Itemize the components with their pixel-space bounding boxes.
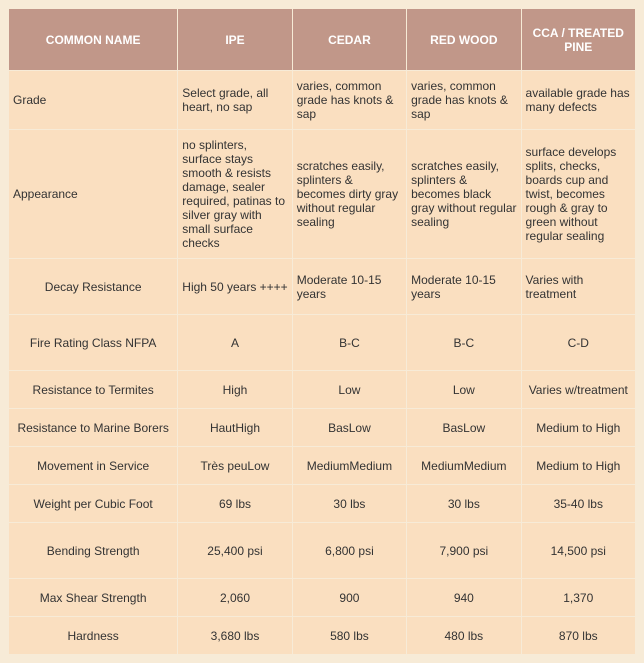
row-cell: Low: [292, 371, 406, 409]
row-cell: B-C: [292, 315, 406, 371]
col-header-redwood: RED WOOD: [407, 9, 521, 71]
row-label: Weight per Cubic Foot: [9, 485, 178, 523]
row-cell: 69 lbs: [178, 485, 292, 523]
table-row: Resistance to Marine BorersHautHighBasLo…: [9, 409, 636, 447]
row-cell: Varies w/treatment: [521, 371, 635, 409]
table-row: Bending Strength25,400 psi6,800 psi7,900…: [9, 523, 636, 579]
row-label: Fire Rating Class NFPA: [9, 315, 178, 371]
row-cell: Low: [407, 371, 521, 409]
row-cell: BasLow: [292, 409, 406, 447]
row-cell: available grade has many defects: [521, 71, 635, 130]
row-cell: varies, common grade has knots & sap: [407, 71, 521, 130]
table-row: Decay ResistanceHigh 50 years ++++Modera…: [9, 259, 636, 315]
row-cell: B-C: [407, 315, 521, 371]
row-cell: Moderate 10-15 years: [292, 259, 406, 315]
col-header-name: COMMON NAME: [9, 9, 178, 71]
col-header-cca: CCA / TREATED PINE: [521, 9, 635, 71]
table-row: Max Shear Strength2,0609009401,370: [9, 579, 636, 617]
row-label: Bending Strength: [9, 523, 178, 579]
comparison-table: COMMON NAME IPE CEDAR RED WOOD CCA / TRE…: [8, 8, 636, 655]
row-cell: 6,800 psi: [292, 523, 406, 579]
row-label: Decay Resistance: [9, 259, 178, 315]
row-label: Grade: [9, 71, 178, 130]
col-header-cedar: CEDAR: [292, 9, 406, 71]
row-cell: scratches easily, splinters & becomes di…: [292, 130, 406, 259]
row-cell: no splinters, surface stays smooth & res…: [178, 130, 292, 259]
row-label: Movement in Service: [9, 447, 178, 485]
table-body: GradeSelect grade, all heart, no sapvari…: [9, 71, 636, 655]
row-cell: 35-40 lbs: [521, 485, 635, 523]
row-cell: 480 lbs: [407, 617, 521, 655]
row-cell: 7,900 psi: [407, 523, 521, 579]
row-cell: BasLow: [407, 409, 521, 447]
row-cell: varies, common grade has knots & sap: [292, 71, 406, 130]
row-label: Resistance to Termites: [9, 371, 178, 409]
row-cell: 30 lbs: [407, 485, 521, 523]
row-cell: surface develops splits, checks, boards …: [521, 130, 635, 259]
table-row: GradeSelect grade, all heart, no sapvari…: [9, 71, 636, 130]
table-row: Hardness3,680 lbs580 lbs480 lbs870 lbs: [9, 617, 636, 655]
table-row: Resistance to TermitesHighLowLowVaries w…: [9, 371, 636, 409]
row-cell: High 50 years ++++: [178, 259, 292, 315]
row-cell: 2,060: [178, 579, 292, 617]
row-cell: Très peuLow: [178, 447, 292, 485]
table-row: Weight per Cubic Foot69 lbs30 lbs30 lbs3…: [9, 485, 636, 523]
row-cell: 25,400 psi: [178, 523, 292, 579]
row-cell: 900: [292, 579, 406, 617]
row-cell: 580 lbs: [292, 617, 406, 655]
row-cell: scratches easily, splinters & becomes bl…: [407, 130, 521, 259]
row-cell: 14,500 psi: [521, 523, 635, 579]
row-cell: Medium to High: [521, 447, 635, 485]
row-cell: MediumMedium: [292, 447, 406, 485]
row-cell: Moderate 10-15 years: [407, 259, 521, 315]
row-cell: Varies with treatment: [521, 259, 635, 315]
row-cell: MediumMedium: [407, 447, 521, 485]
row-cell: A: [178, 315, 292, 371]
row-cell: 3,680 lbs: [178, 617, 292, 655]
row-cell: Medium to High: [521, 409, 635, 447]
row-label: Max Shear Strength: [9, 579, 178, 617]
row-cell: High: [178, 371, 292, 409]
row-cell: HautHigh: [178, 409, 292, 447]
row-cell: Select grade, all heart, no sap: [178, 71, 292, 130]
table-row: Movement in ServiceTrès peuLowMediumMedi…: [9, 447, 636, 485]
row-cell: C-D: [521, 315, 635, 371]
col-header-ipe: IPE: [178, 9, 292, 71]
row-cell: 940: [407, 579, 521, 617]
row-cell: 1,370: [521, 579, 635, 617]
row-cell: 870 lbs: [521, 617, 635, 655]
row-label: Appearance: [9, 130, 178, 259]
table-row: Fire Rating Class NFPAAB-CB-CC-D: [9, 315, 636, 371]
table-header-row: COMMON NAME IPE CEDAR RED WOOD CCA / TRE…: [9, 9, 636, 71]
row-label: Hardness: [9, 617, 178, 655]
row-cell: 30 lbs: [292, 485, 406, 523]
table-row: Appearanceno splinters, surface stays sm…: [9, 130, 636, 259]
row-label: Resistance to Marine Borers: [9, 409, 178, 447]
